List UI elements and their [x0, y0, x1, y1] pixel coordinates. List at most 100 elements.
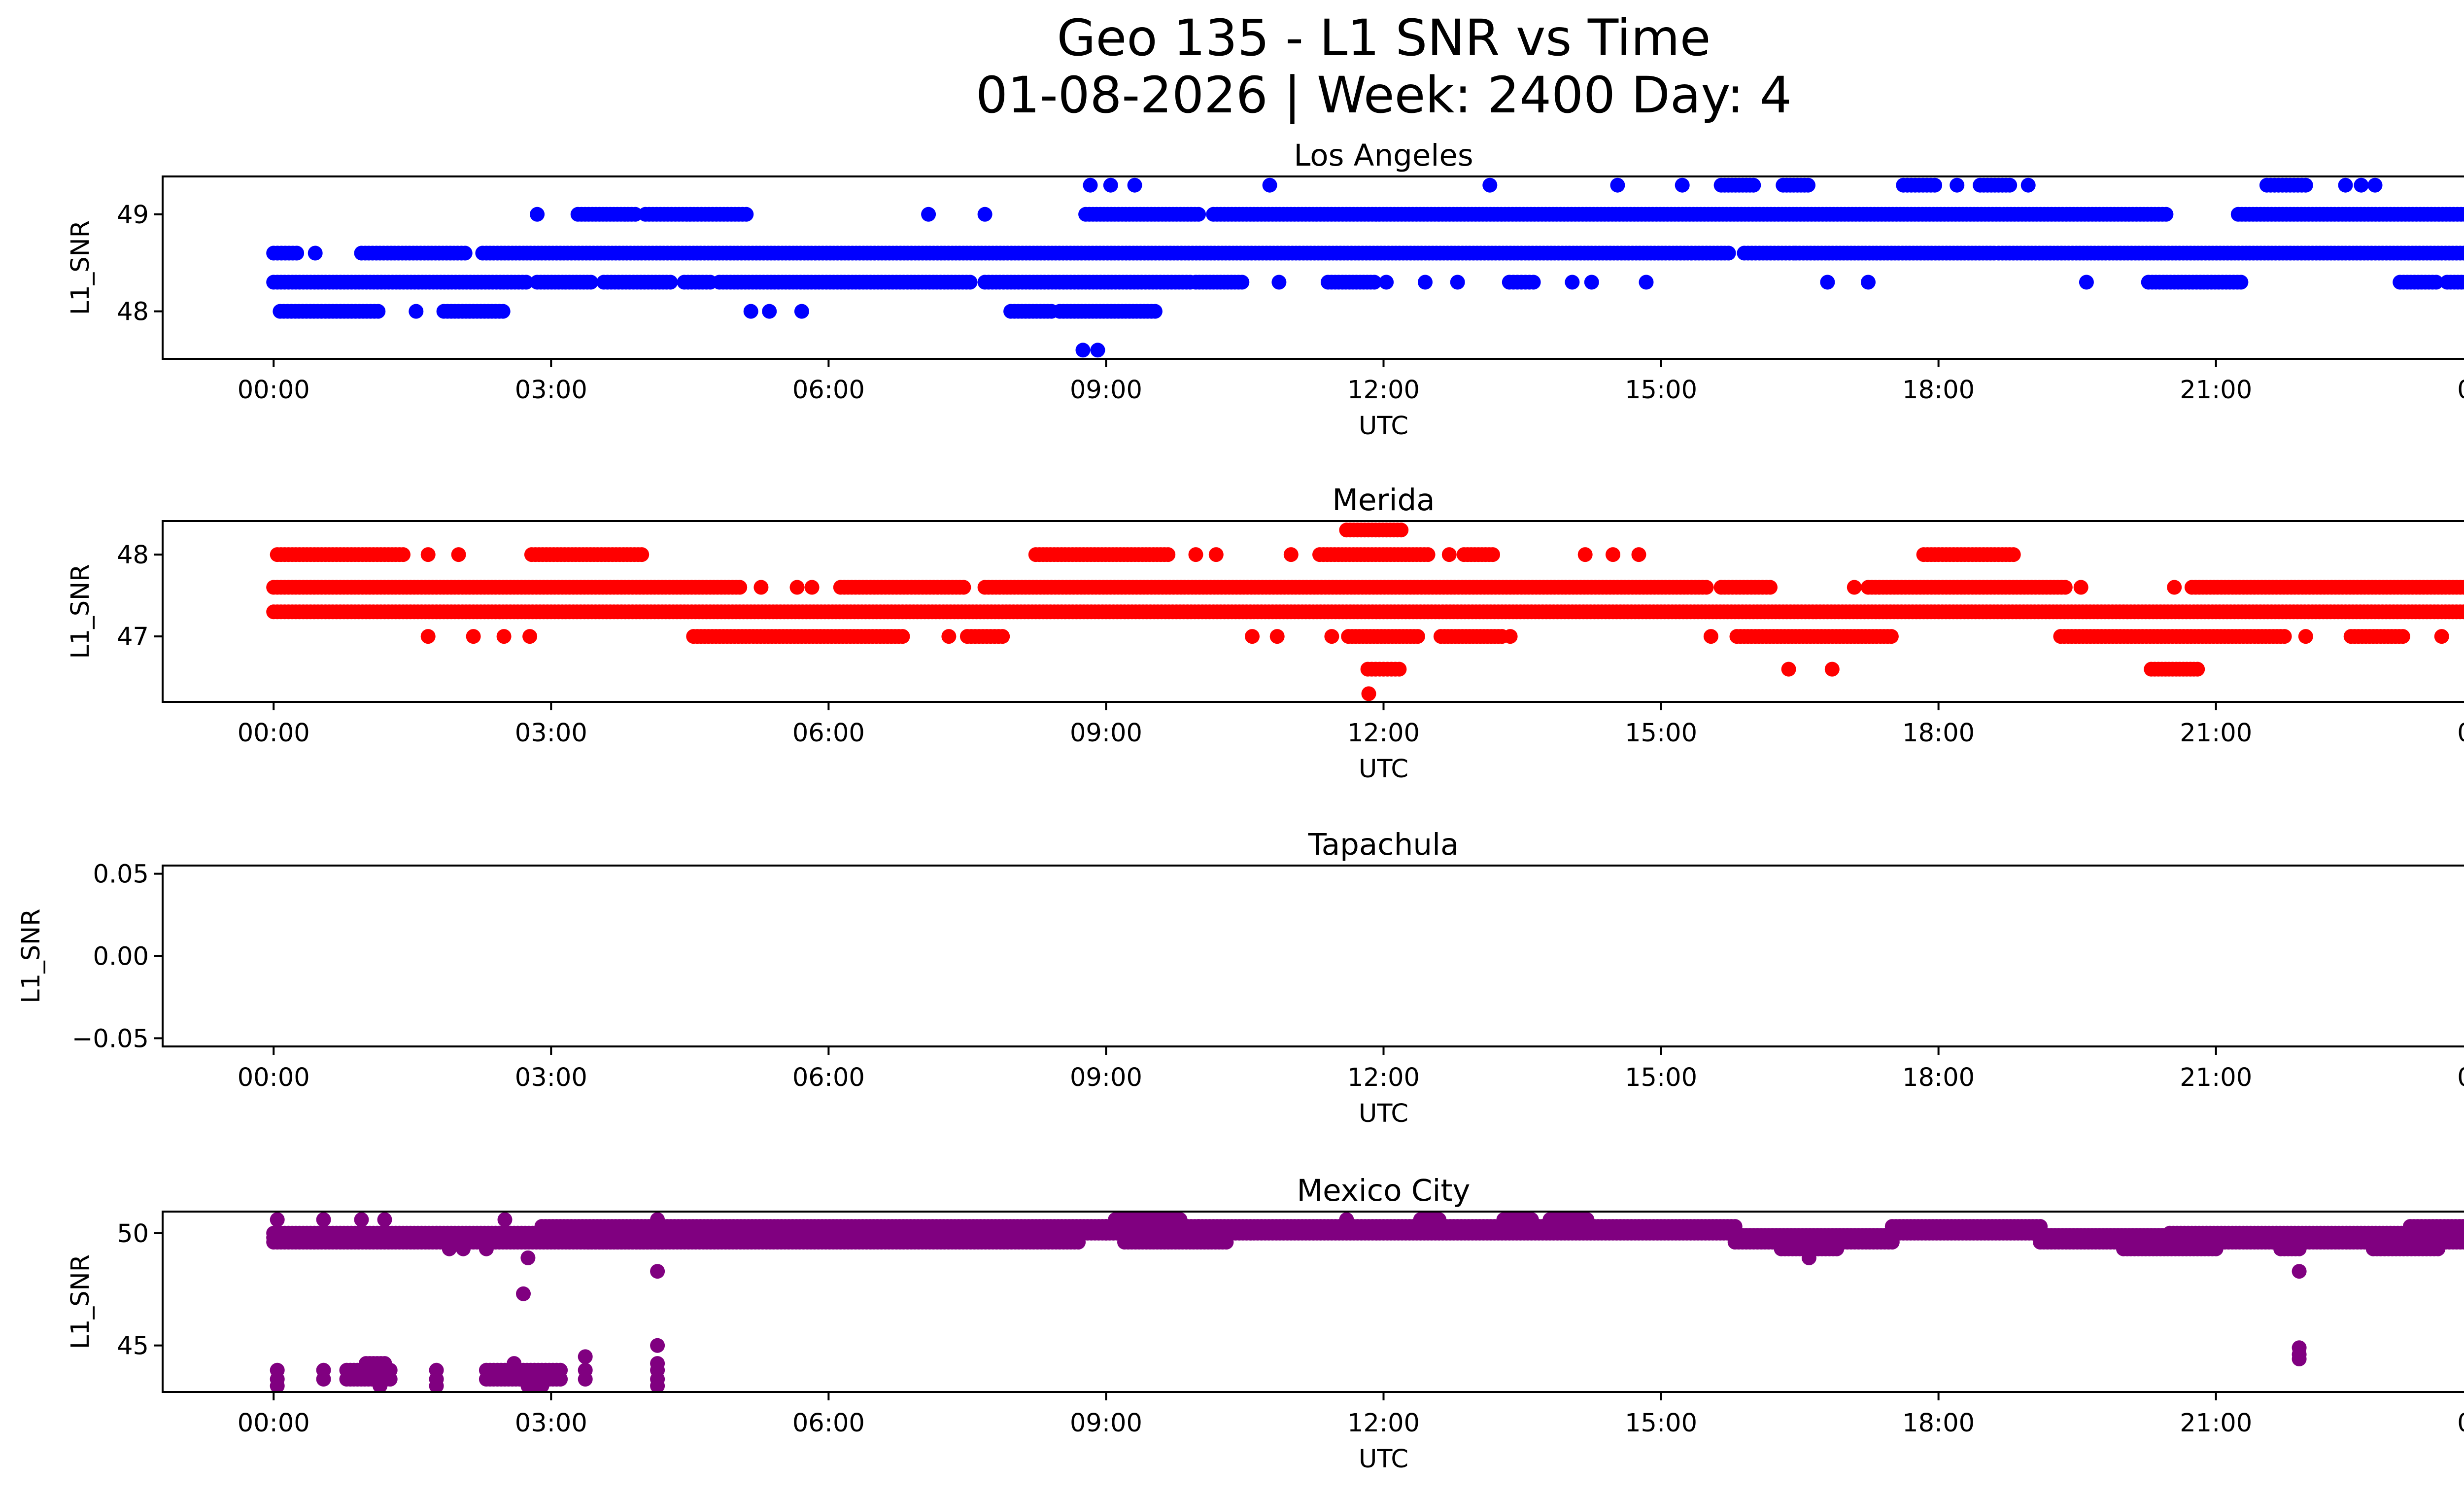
data-point — [2073, 580, 2088, 595]
data-point — [442, 1241, 457, 1256]
x-tick-label: 00:00 — [2457, 719, 2464, 748]
data-point — [2429, 275, 2444, 290]
data-point — [762, 304, 777, 319]
scatter-series — [266, 1212, 2464, 1392]
data-point — [377, 1356, 392, 1371]
data-point — [634, 547, 650, 562]
subplots: 00:00 03:00 06:00 09:00 12:00 15:00 18:00 21:00… — [17, 138, 2464, 1474]
data-point — [1801, 1250, 1816, 1265]
data-point — [396, 547, 411, 562]
data-point — [1675, 177, 1690, 193]
data-point — [495, 304, 511, 319]
data-point — [1432, 1212, 1447, 1227]
x-tick-label: 00:00 — [2457, 1063, 2464, 1092]
x-tick-label: 09:00 — [1070, 1409, 1142, 1438]
data-point — [663, 275, 678, 290]
x-tick-label: 00:00 — [2457, 376, 2464, 405]
x-tick-label: 03:00 — [515, 719, 587, 748]
x-tick-label: 21:00 — [2180, 1063, 2252, 1092]
x-axis-label: UTC — [1359, 755, 1408, 784]
data-point — [451, 547, 466, 562]
data-point — [530, 207, 545, 222]
x-tick-label: 15:00 — [1625, 719, 1697, 748]
data-point — [1441, 547, 1457, 562]
data-point — [1262, 177, 1277, 193]
x-tick-label: 18:00 — [1902, 376, 1975, 405]
data-point — [2002, 177, 2018, 193]
data-point — [2461, 276, 2464, 288]
x-tick-label: 21:00 — [2180, 719, 2252, 748]
data-point — [1584, 275, 1599, 290]
data-point — [1577, 547, 1593, 562]
data-point — [1631, 547, 1646, 562]
data-point — [650, 1212, 665, 1227]
data-point — [1824, 661, 1840, 677]
x-tick-label: 15:00 — [1625, 1409, 1697, 1438]
subplot-tapachula: 00:00 03:00 06:00 09:00 12:00 15:00 18:00 21:00… — [17, 827, 2464, 1128]
data-point — [1606, 547, 1620, 562]
data-point — [2461, 208, 2464, 220]
data-point — [789, 580, 805, 595]
data-point — [373, 1378, 388, 1392]
x-tick-label: 06:00 — [792, 719, 865, 748]
data-point — [804, 580, 820, 595]
data-point — [2434, 629, 2449, 644]
data-point — [1703, 629, 1718, 644]
data-point — [2292, 1241, 2307, 1256]
data-point — [1127, 177, 1142, 193]
data-point — [1829, 1241, 1845, 1256]
data-point — [2367, 177, 2383, 193]
subplot-title: Los Angeles — [1294, 138, 1473, 173]
y-tick-label: 0.00 — [93, 942, 149, 972]
data-point — [962, 275, 978, 290]
data-point — [2020, 177, 2036, 193]
data-point — [2292, 1352, 2307, 1366]
y-axis-label: L1_SNR — [66, 1254, 95, 1349]
data-point — [1071, 1235, 1086, 1250]
data-point — [743, 304, 758, 319]
y-tick-label: −0.05 — [72, 1024, 149, 1053]
data-point — [308, 245, 323, 261]
subplot-title: Tapachula — [1308, 827, 1459, 862]
x-tick-label: 00:00 — [238, 1063, 310, 1092]
y-tick-label: 50 — [117, 1219, 149, 1249]
data-point — [995, 629, 1010, 644]
data-point — [956, 580, 971, 595]
data-point — [921, 207, 936, 222]
x-tick-label: 06:00 — [792, 376, 865, 405]
data-point — [1883, 629, 1899, 644]
data-point — [1847, 580, 1862, 595]
data-point — [507, 1356, 522, 1371]
x-tick-label: 00:00 — [238, 1409, 310, 1438]
data-point — [270, 1378, 285, 1392]
data-point — [1781, 661, 1796, 677]
x-tick-label: 03:00 — [515, 1409, 587, 1438]
x-tick-label: 15:00 — [1625, 376, 1697, 405]
data-point — [794, 304, 809, 319]
x-tick-label: 09:00 — [1070, 1063, 1142, 1092]
data-point — [941, 629, 957, 644]
data-point — [2277, 629, 2292, 644]
data-point — [1191, 207, 1206, 222]
y-tick-label: 45 — [117, 1332, 149, 1361]
data-point — [270, 1212, 285, 1227]
data-point — [2395, 629, 2410, 644]
data-point — [2298, 177, 2313, 193]
x-tick-label: 06:00 — [792, 1409, 865, 1438]
data-point — [1861, 275, 1876, 290]
data-point — [1526, 275, 1541, 290]
x-axis-label: UTC — [1359, 1099, 1408, 1128]
subplot-merida: 00:00 03:00 06:00 09:00 12:00 15:00 18:00 21:00… — [66, 483, 2464, 784]
subplot-title: Mexico City — [1297, 1173, 1471, 1208]
data-point — [496, 629, 512, 644]
data-point — [354, 1212, 369, 1227]
data-point — [977, 207, 992, 222]
data-point — [1639, 275, 1654, 290]
data-point — [1208, 547, 1224, 562]
data-point — [1245, 629, 1260, 644]
subplot-mexico-city: 00:00 03:00 06:00 09:00 12:00 15:00 18:00 21:00… — [66, 1173, 2464, 1474]
data-point — [753, 580, 769, 595]
data-point — [1950, 177, 1965, 193]
data-point — [2292, 1264, 2307, 1279]
